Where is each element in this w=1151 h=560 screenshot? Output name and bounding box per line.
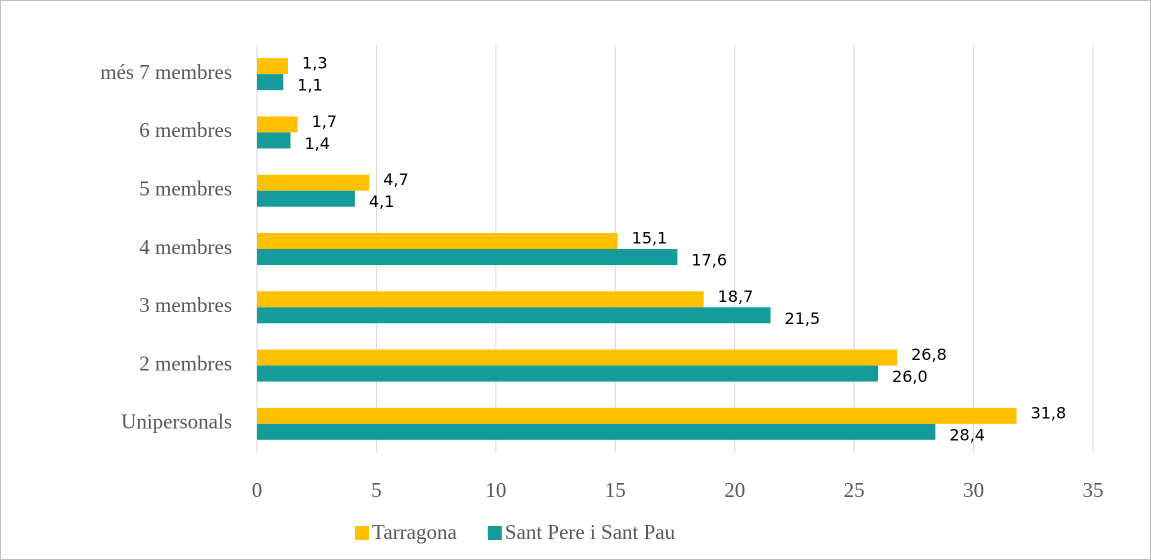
y-tick-label: 2 membres (139, 351, 232, 375)
bar (257, 423, 936, 440)
data-label: 28,4 (949, 425, 985, 444)
bar (257, 58, 289, 75)
data-label: 1,7 (312, 112, 337, 131)
data-label: 1,4 (304, 134, 329, 153)
data-label: 18,7 (718, 287, 754, 306)
bar (257, 233, 618, 249)
data-label: 1,3 (302, 54, 327, 73)
x-tick-label: 20 (724, 478, 745, 502)
legend-label: Sant Pere i Sant Pau (505, 520, 676, 544)
bar (257, 132, 291, 149)
data-label: 26,0 (892, 367, 928, 386)
x-tick-label: 10 (485, 478, 506, 502)
y-tick-label: 5 membres (139, 177, 232, 201)
data-label: 17,6 (691, 251, 727, 270)
x-tick-label: 30 (963, 478, 984, 502)
data-label: 21,5 (785, 309, 821, 328)
y-tick-label: 6 membres (139, 118, 232, 142)
bar (257, 407, 1017, 424)
y-tick-label: 3 membres (139, 293, 232, 317)
bar (257, 116, 298, 133)
x-tick-label: 25 (844, 478, 865, 502)
bar (257, 74, 284, 91)
bar (257, 291, 704, 308)
y-tick-label: 4 membres (139, 235, 232, 259)
data-label: 26,8 (911, 345, 947, 364)
bar (257, 349, 898, 366)
data-label: 1,1 (297, 76, 322, 95)
x-tick-label: 0 (252, 478, 263, 502)
y-tick-label: Unipersonals (121, 410, 232, 434)
y-tick-label: més 7 membres (100, 60, 232, 84)
bar (257, 249, 678, 265)
legend-swatch (355, 526, 369, 540)
x-tick-label: 35 (1083, 478, 1104, 502)
data-label: 4,1 (369, 192, 394, 211)
legend-label: Tarragona (372, 520, 457, 544)
data-label: 15,1 (632, 229, 668, 248)
bar (257, 365, 879, 382)
legend-swatch (487, 526, 502, 540)
x-tick-label: 15 (605, 478, 626, 502)
x-tick-label: 5 (371, 478, 382, 502)
bar (257, 190, 355, 207)
bar (257, 174, 370, 191)
data-label: 31,8 (1031, 403, 1067, 422)
data-label: 4,7 (383, 170, 408, 189)
bar (257, 307, 771, 324)
